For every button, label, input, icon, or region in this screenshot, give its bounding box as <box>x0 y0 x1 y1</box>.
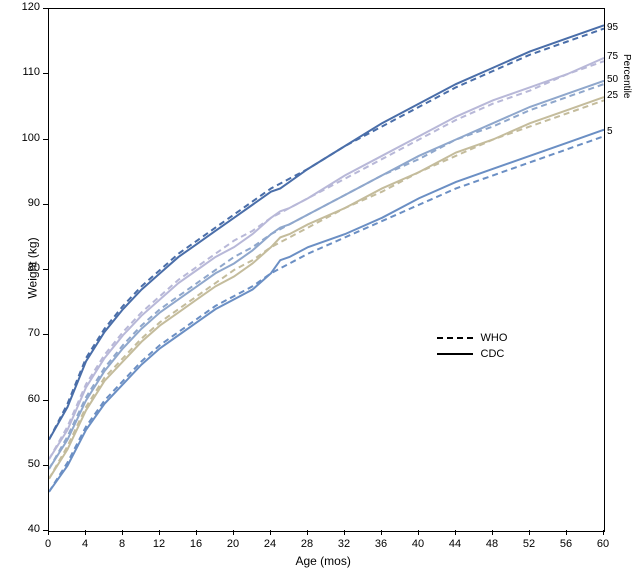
y-tick <box>43 269 48 270</box>
x-tick <box>418 530 419 535</box>
y-tick <box>43 400 48 401</box>
plot-svg <box>49 9 604 531</box>
legend-swatch-dash <box>457 337 463 339</box>
x-tick-label: 8 <box>114 538 130 550</box>
x-tick-label: 48 <box>484 538 500 550</box>
y-tick-label: 70 <box>28 327 40 339</box>
x-tick <box>159 530 160 535</box>
legend-swatch-solid <box>437 353 473 355</box>
x-tick-label: 12 <box>151 538 167 550</box>
x-tick <box>85 530 86 535</box>
x-tick <box>566 530 567 535</box>
percentile-label-95: 95 <box>607 22 618 33</box>
x-tick <box>455 530 456 535</box>
legend-label-who: WHO <box>481 332 508 344</box>
percentile-label-75: 75 <box>607 51 618 62</box>
x-tick-label: 52 <box>521 538 537 550</box>
series-p5-cdc <box>49 130 604 492</box>
y-tick-label: 80 <box>28 262 40 274</box>
series-p95-cdc <box>49 25 604 439</box>
x-tick-label: 4 <box>77 538 93 550</box>
x-tick-label: 40 <box>410 538 426 550</box>
y-tick <box>43 204 48 205</box>
series-p75-who <box>49 61 604 459</box>
x-tick <box>603 530 604 535</box>
x-tick-label: 0 <box>40 538 56 550</box>
x-tick <box>122 530 123 535</box>
y-tick-label: 100 <box>22 132 40 144</box>
y-tick <box>43 8 48 9</box>
x-tick-label: 36 <box>373 538 389 550</box>
x-tick-label: 32 <box>336 538 352 550</box>
plot-area <box>48 8 605 532</box>
x-axis-title: Age (mos) <box>296 554 351 568</box>
x-tick-label: 28 <box>299 538 315 550</box>
series-p75-cdc <box>49 58 604 459</box>
x-tick <box>307 530 308 535</box>
x-tick <box>344 530 345 535</box>
x-tick <box>529 530 530 535</box>
legend-swatch-dash <box>447 337 453 339</box>
y-tick-label: 60 <box>28 393 40 405</box>
x-tick <box>196 530 197 535</box>
y-tick <box>43 465 48 466</box>
x-tick-label: 44 <box>447 538 463 550</box>
y-tick-label: 50 <box>28 458 40 470</box>
x-tick <box>48 530 49 535</box>
y-tick-label: 110 <box>22 66 40 78</box>
series-p50-who <box>49 84 604 469</box>
x-tick-label: 56 <box>558 538 574 550</box>
x-tick-label: 16 <box>188 538 204 550</box>
x-tick <box>381 530 382 535</box>
growth-chart: Weight (kg) Age (mos) 405060708090100110… <box>0 0 640 571</box>
x-tick-label: 60 <box>595 538 611 550</box>
legend-swatch-dash <box>437 337 443 339</box>
x-tick-label: 24 <box>262 538 278 550</box>
y-tick-label: 120 <box>22 1 40 13</box>
y-tick-label: 90 <box>28 197 40 209</box>
legend-swatch-dash <box>467 337 473 339</box>
percentile-label-50: 50 <box>607 74 618 85</box>
series-p5-who <box>49 136 604 492</box>
legend-label-cdc: CDC <box>481 348 505 360</box>
x-tick <box>233 530 234 535</box>
series-p50-cdc <box>49 81 604 469</box>
y-tick-label: 40 <box>28 523 40 535</box>
percentile-label-5: 5 <box>607 126 613 137</box>
y-tick <box>43 334 48 335</box>
percentile-label-25: 25 <box>607 90 618 101</box>
x-tick <box>270 530 271 535</box>
series-p25-cdc <box>49 97 604 479</box>
y-tick <box>43 73 48 74</box>
y-tick <box>43 139 48 140</box>
percentile-header: Percentile <box>621 54 632 98</box>
x-tick <box>492 530 493 535</box>
x-tick-label: 20 <box>225 538 241 550</box>
